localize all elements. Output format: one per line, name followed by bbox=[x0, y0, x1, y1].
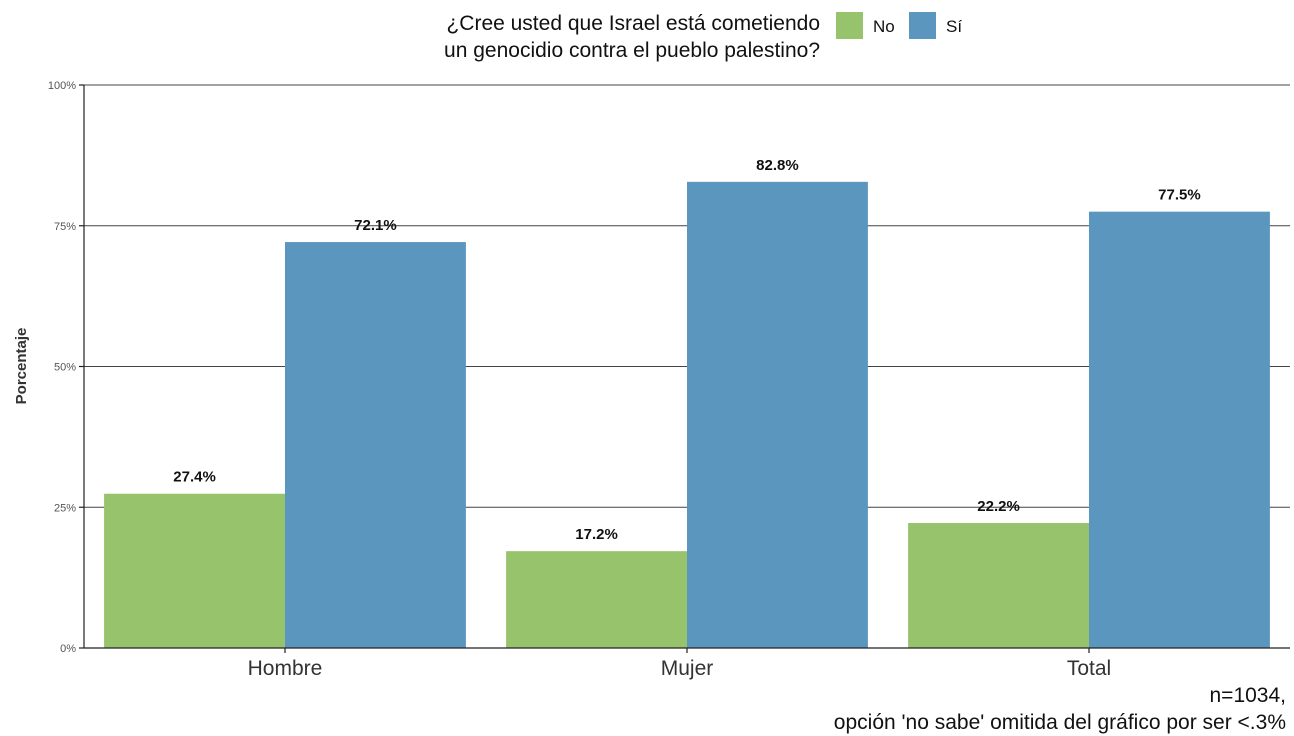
bar-hombre-no bbox=[104, 493, 285, 648]
legend-label-no: No bbox=[873, 17, 895, 36]
chart-title-line-1: ¿Cree usted que Israel está cometiendo bbox=[446, 12, 820, 35]
bar-mujer-no bbox=[506, 551, 687, 648]
data-label-hombre-no: 27.4% bbox=[173, 469, 216, 486]
x-tick-label-mujer: Mujer bbox=[661, 657, 714, 680]
data-label-mujer-no: 17.2% bbox=[575, 526, 618, 543]
y-tick-label: 0% bbox=[60, 643, 76, 655]
y-tick-label: 50% bbox=[54, 362, 76, 374]
bars bbox=[104, 181, 1270, 649]
y-tick-label: 75% bbox=[54, 221, 76, 233]
bar-mujer-si bbox=[687, 181, 868, 648]
legend-swatch-no bbox=[836, 12, 863, 39]
y-axis-label: Porcentaje bbox=[13, 328, 30, 405]
legend-label-si: Sí bbox=[946, 17, 962, 36]
data-label-total-no: 22.2% bbox=[977, 498, 1020, 515]
y-tick-label: 25% bbox=[54, 502, 76, 514]
data-label-hombre-si: 72.1% bbox=[354, 217, 397, 234]
x-tick-label-total: Total bbox=[1067, 657, 1111, 680]
x-tick-label-hombre: Hombre bbox=[248, 657, 323, 680]
axes: 0% 25% 50% 75% 100% Hombre Mujer Total bbox=[48, 80, 1290, 680]
bar-total-no bbox=[908, 523, 1089, 648]
bar-total-si bbox=[1089, 211, 1270, 649]
legend: No Sí bbox=[836, 12, 962, 39]
chart-title-line-2: un genocidio contra el pueblo palestino? bbox=[444, 39, 820, 62]
caption-line-1: n=1034, bbox=[1210, 684, 1287, 707]
data-label-mujer-si: 82.8% bbox=[756, 157, 799, 174]
bar-hombre-si bbox=[285, 242, 466, 648]
data-label-total-si: 77.5% bbox=[1158, 187, 1201, 204]
data-labels: 27.4% 72.1% 17.2% 82.8% 22.2% 77.5% bbox=[173, 157, 1200, 543]
legend-swatch-si bbox=[909, 12, 936, 39]
y-tick-label: 100% bbox=[48, 80, 76, 92]
caption-line-2: opción 'no sabe' omitida del gráfico por… bbox=[834, 711, 1286, 734]
